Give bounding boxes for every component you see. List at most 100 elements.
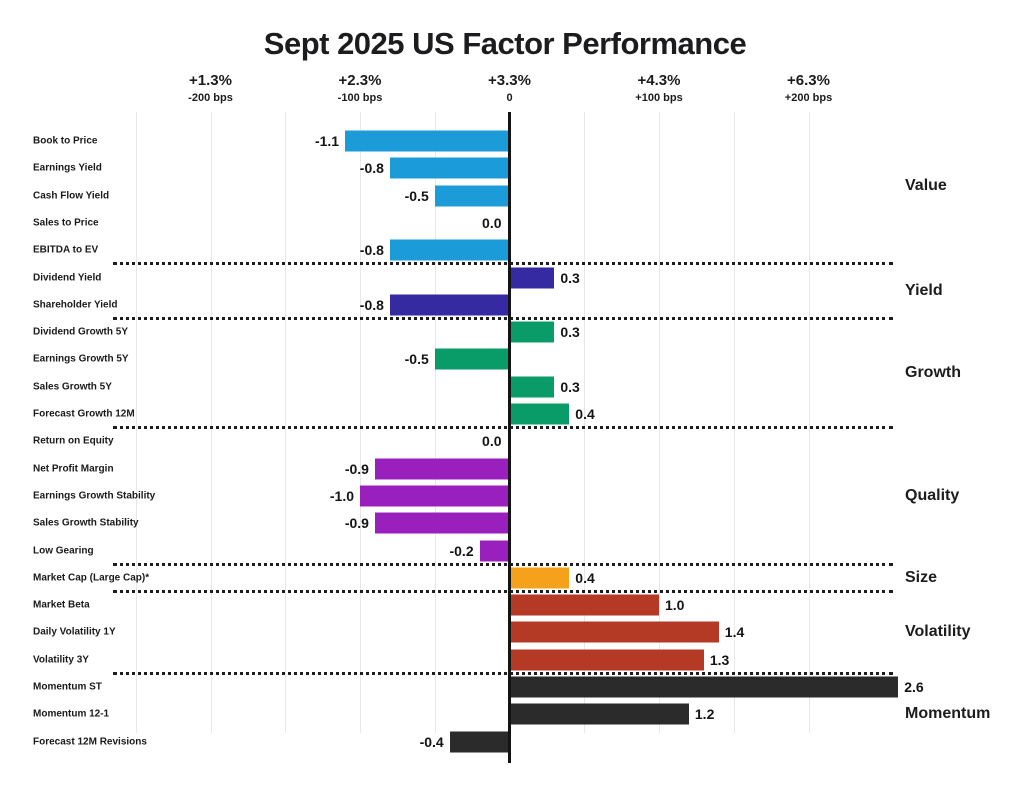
value-label-forecast-12m-revisions: -0.4 xyxy=(419,733,444,750)
group-label-quality: Quality xyxy=(905,486,960,504)
group-separator xyxy=(113,316,893,320)
axis-tick-percent: +1.3% xyxy=(189,72,232,89)
factor-label-book-to-price: Book to Price xyxy=(33,135,98,147)
group-separator xyxy=(113,562,893,566)
value-label-return-on-equity: 0.0 xyxy=(482,433,502,450)
group-label-volatility: Volatility xyxy=(905,623,971,641)
gridline xyxy=(360,112,361,733)
value-label-cash-flow-yield: -0.5 xyxy=(404,187,429,204)
value-label-momentum-12-1: 1.2 xyxy=(694,706,715,723)
bar-earnings-growth-stability xyxy=(360,485,510,507)
group-separator xyxy=(113,262,893,266)
value-label-forecast-growth-12m: 0.4 xyxy=(575,406,595,422)
factor-label-volatility-3y: Volatility 3Y xyxy=(33,654,89,666)
axis-tick-percent: +2.3% xyxy=(338,72,382,89)
value-label-ebitda-to-ev: -0.8 xyxy=(359,242,384,259)
value-label-sales-to-price: 0.0 xyxy=(482,214,502,231)
value-label-net-profit-margin: -0.9 xyxy=(344,460,369,477)
axis-tick-bps: -200 bps xyxy=(188,92,233,104)
bar-low-gearing xyxy=(479,540,510,561)
bar-ebitda-to-ev xyxy=(389,239,510,261)
bar-market-beta xyxy=(509,594,659,616)
bar-net-profit-margin xyxy=(374,458,510,480)
axis-tick-bps: +100 bps xyxy=(635,92,683,104)
bar-book-to-price xyxy=(345,130,510,152)
factor-label-sales-growth-5y: Sales Growth 5Y xyxy=(33,381,112,393)
value-label-market-cap-large-cap: 0.4 xyxy=(575,569,595,586)
bar-sales-growth-stability xyxy=(374,512,510,534)
bar-daily-volatility-1y xyxy=(509,621,719,643)
gridline xyxy=(808,112,810,733)
value-label-shareholder-yield: -0.8 xyxy=(359,296,384,313)
value-label-earnings-growth-5y: -0.5 xyxy=(404,351,429,368)
bar-forecast-growth-12m xyxy=(509,403,570,425)
value-label-daily-volatility-1y: 1.4 xyxy=(724,624,745,641)
factor-label-sales-growth-stability: Sales Growth Stability xyxy=(33,517,139,529)
bar-volatility-3y xyxy=(509,649,704,671)
axis-tick-bps: +200 bps xyxy=(784,92,833,104)
value-label-earnings-yield: -0.8 xyxy=(359,160,384,177)
value-label-dividend-yield: 0.3 xyxy=(560,269,580,286)
bar-earnings-growth-5y xyxy=(434,348,510,370)
value-label-momentum-st: 2.6 xyxy=(904,679,924,695)
factor-label-net-profit-margin: Net Profit Margin xyxy=(33,463,114,475)
gridline xyxy=(434,112,436,733)
factor-label-dividend-growth-5y: Dividend Growth 5Y xyxy=(33,326,129,338)
group-separator xyxy=(113,671,893,675)
gridline xyxy=(584,112,586,733)
axis-tick-bps: -100 bps xyxy=(337,92,383,104)
factor-label-dividend-yield: Dividend Yield xyxy=(33,272,102,283)
bar-shareholder-yield xyxy=(389,294,510,316)
value-label-low-gearing: -0.2 xyxy=(449,542,474,559)
group-label-yield: Yield xyxy=(905,282,943,300)
factor-label-shareholder-yield: Shareholder Yield xyxy=(33,299,118,311)
axis-tick-percent: +6.3% xyxy=(787,72,830,89)
factor-label-earnings-yield: Earnings Yield xyxy=(33,162,102,174)
gridline xyxy=(733,112,735,733)
value-label-sales-growth-stability: -0.9 xyxy=(344,515,369,532)
factor-label-cash-flow-yield: Cash Flow Yield xyxy=(33,190,110,202)
axis-tick-percent: +3.3% xyxy=(488,72,531,89)
bar-forecast-12m-revisions xyxy=(449,731,510,753)
value-label-volatility-3y: 1.3 xyxy=(709,651,730,668)
factor-label-earnings-growth-5y: Earnings Growth 5Y xyxy=(33,353,129,365)
bar-momentum-12-1 xyxy=(509,703,689,725)
bar-earnings-yield xyxy=(389,157,510,179)
gridline xyxy=(210,112,212,733)
page-title: Sept 2025 US Factor Performance xyxy=(263,26,747,61)
value-label-book-to-price: -1.1 xyxy=(314,133,340,149)
value-label-dividend-growth-5y: 0.3 xyxy=(560,324,580,341)
bar-cash-flow-yield xyxy=(434,185,510,207)
bar-sales-growth-5y xyxy=(509,376,555,398)
factor-label-momentum-st: Momentum ST xyxy=(33,681,102,693)
group-label-growth: Growth xyxy=(905,364,961,382)
bar-market-cap-large-cap xyxy=(509,567,570,589)
gridline xyxy=(285,112,287,733)
factor-label-forecast-growth-12m: Forecast Growth 12M xyxy=(33,408,135,420)
value-label-earnings-growth-stability: -1.0 xyxy=(329,487,354,504)
group-separator xyxy=(113,426,893,430)
value-label-market-beta: 1.0 xyxy=(665,597,685,614)
group-label-value: Value xyxy=(905,176,947,194)
factor-label-market-cap-large-cap: Market Cap (Large Cap)* xyxy=(33,572,150,584)
factor-label-return-on-equity: Return on Equity xyxy=(33,435,114,447)
bar-dividend-yield xyxy=(509,267,555,288)
bar-momentum-st xyxy=(509,676,899,698)
factor-label-earnings-growth-stability: Earnings Growth Stability xyxy=(33,490,156,502)
factor-label-ebitda-to-ev: EBITDA to EV xyxy=(33,244,99,256)
value-label-sales-growth-5y: 0.3 xyxy=(560,378,580,395)
axis-tick-percent: +4.3% xyxy=(637,72,681,89)
gridline xyxy=(135,112,137,733)
group-label-momentum: Momentum xyxy=(905,705,991,723)
axis-tick-bps: 0 xyxy=(506,92,513,104)
gridline xyxy=(659,112,660,733)
group-separator xyxy=(113,589,893,593)
factor-label-forecast-12m-revisions: Forecast 12M Revisions xyxy=(33,736,147,748)
factor-label-daily-volatility-1y: Daily Volatility 1Y xyxy=(33,626,116,638)
factor-label-low-gearing: Low Gearing xyxy=(33,545,94,556)
factor-label-market-beta: Market Beta xyxy=(33,599,90,611)
factor-label-momentum-12-1: Momentum 12-1 xyxy=(33,708,110,720)
bar-dividend-growth-5y xyxy=(509,321,555,343)
group-label-size: Size xyxy=(905,568,938,586)
